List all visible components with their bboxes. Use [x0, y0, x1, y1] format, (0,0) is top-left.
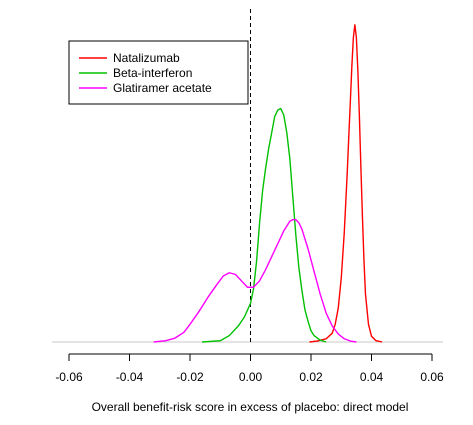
x-tick-label: 0.00: [239, 370, 263, 384]
x-ticks: -0.06 -0.04 -0.02 0.00 0.02 0.04 0.06: [55, 354, 444, 384]
x-tick-label: 0.06: [420, 370, 444, 384]
x-tick-label: -0.02: [176, 370, 204, 384]
x-axis-label: Overall benefit-risk score in excess of …: [92, 400, 409, 414]
legend-label: Natalizumab: [113, 51, 180, 65]
series-line-beta-interferon: [202, 107, 327, 343]
series-line-glatiramer-acetate: [153, 218, 357, 343]
legend-label: Glatiramer acetate: [113, 81, 212, 95]
x-tick-label: -0.04: [116, 370, 144, 384]
series-line-natalizumab: [309, 24, 383, 343]
x-tick-label: 0.04: [360, 370, 384, 384]
legend-label: Beta-interferon: [113, 66, 192, 80]
x-tick-label: 0.02: [299, 370, 323, 384]
plot-area: [52, 9, 443, 343]
x-tick-label: -0.06: [55, 370, 83, 384]
series-layer: [153, 24, 383, 343]
x-axis: -0.06 -0.04 -0.02 0.00 0.02 0.04 0.06: [55, 353, 444, 384]
